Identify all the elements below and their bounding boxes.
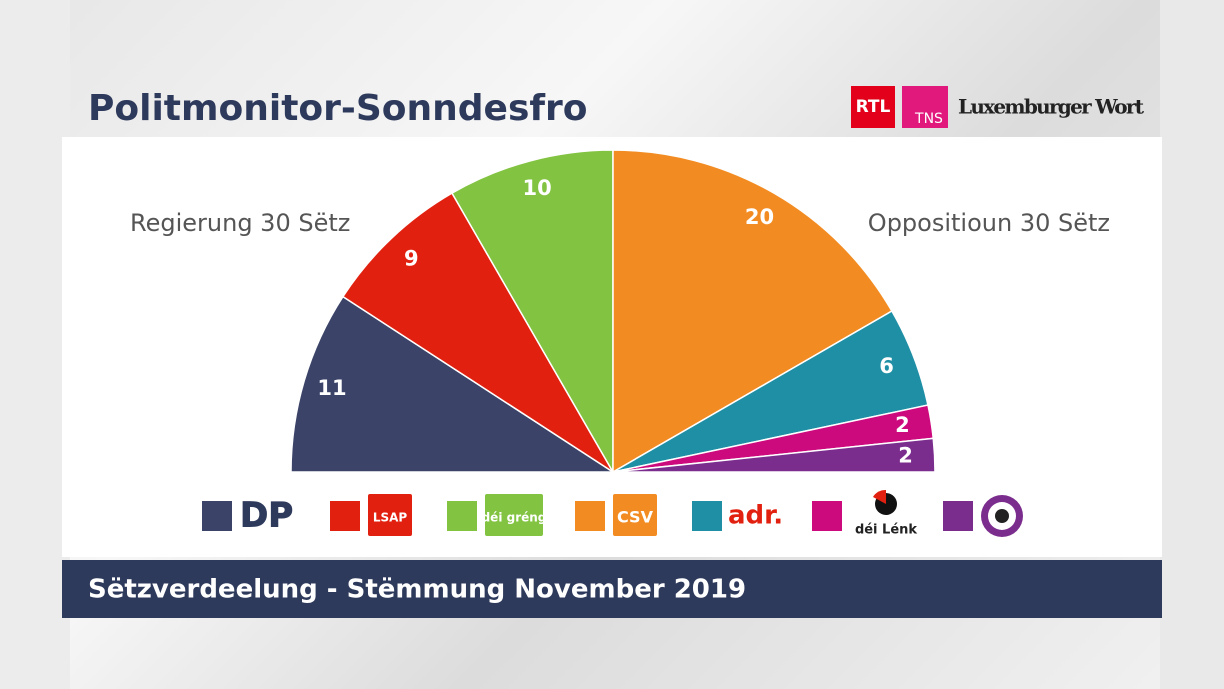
value-label: 10 bbox=[523, 176, 552, 200]
legend-swatch bbox=[202, 501, 232, 531]
legend-logo: DP bbox=[240, 496, 293, 536]
bg-block bbox=[1160, 0, 1224, 689]
logo-text: RTL bbox=[856, 97, 891, 117]
logo-rtl bbox=[851, 86, 895, 128]
logo-text: Luxemburger Wort bbox=[958, 95, 1145, 119]
legend-logo-icon bbox=[995, 509, 1009, 523]
legend-logo: adr. bbox=[728, 501, 783, 531]
value-label: 20 bbox=[745, 205, 774, 229]
value-label: 6 bbox=[879, 354, 894, 378]
logo-text: TNS bbox=[914, 111, 943, 127]
annotation: Regierung 30 Sëtz bbox=[130, 209, 350, 237]
slice bbox=[450, 149, 614, 475]
legend-logo-box bbox=[613, 494, 657, 536]
subtitle: Sëtzverdeelung - Stëmmung November 2019 bbox=[88, 575, 746, 605]
legend-swatch bbox=[943, 501, 973, 531]
legend-logo: CSV bbox=[617, 508, 654, 527]
legend-swatch bbox=[330, 501, 360, 531]
legend-swatch bbox=[575, 501, 605, 531]
logo-tns bbox=[902, 86, 948, 128]
legend-logo: déi gréng bbox=[482, 511, 547, 525]
annotation: Oppositioun 30 Sëtz bbox=[868, 209, 1110, 237]
chart-title: Politmonitor-Sonndesfro bbox=[88, 88, 588, 129]
slice bbox=[290, 295, 616, 473]
legend-swatch bbox=[692, 501, 722, 531]
legend-logo-icon bbox=[873, 489, 886, 504]
value-label: 2 bbox=[895, 413, 910, 437]
legend-logo: déi Lénk bbox=[855, 523, 917, 538]
legend-swatch bbox=[812, 501, 842, 531]
legend-logo-box bbox=[485, 494, 543, 536]
footer-bar bbox=[62, 560, 1162, 618]
legend-swatch bbox=[447, 501, 477, 531]
slice bbox=[612, 149, 893, 474]
legend-logo: LSAP bbox=[373, 511, 408, 525]
value-label: 9 bbox=[404, 246, 419, 270]
legend-logo-box bbox=[368, 494, 412, 536]
slice bbox=[612, 437, 936, 473]
bg-block bbox=[0, 0, 70, 689]
value-label: 2 bbox=[898, 444, 913, 468]
slice bbox=[341, 192, 614, 473]
value-label: 11 bbox=[317, 376, 346, 400]
